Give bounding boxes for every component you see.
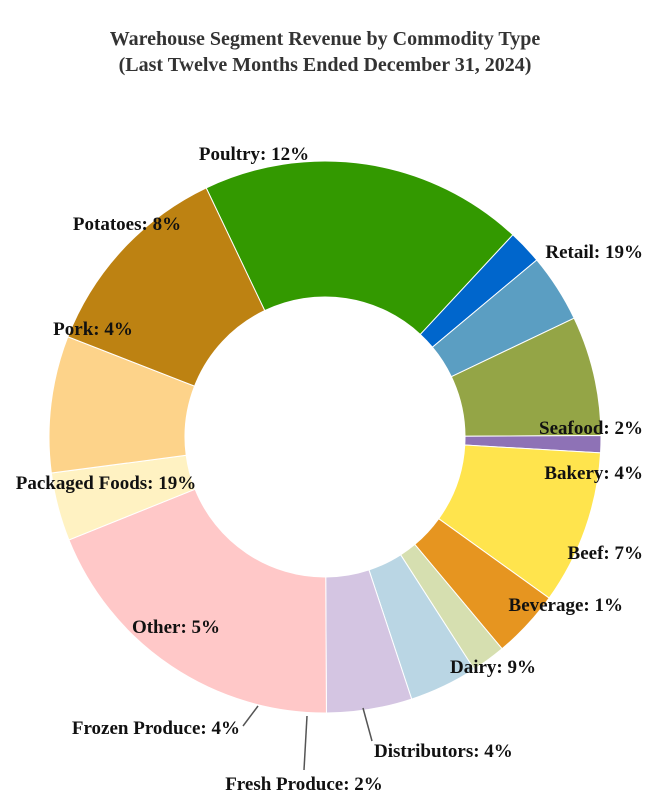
chart-title: Warehouse Segment Revenue by Commodity T…: [109, 28, 541, 50]
label-pork: Pork: 4%: [53, 319, 133, 340]
chart-subtitle: (Last Twelve Months Ended December 31, 2…: [118, 54, 532, 76]
label-beverage: Beverage: 1%: [509, 595, 623, 616]
label-seafood: Seafood: 2%: [539, 418, 643, 439]
slices-group: [48, 160, 602, 714]
label-other: Other: 5%: [132, 617, 220, 638]
label-poultry: Poultry: 12%: [199, 144, 309, 165]
label-bakery: Bakery: 4%: [544, 463, 643, 484]
label-potatoes: Potatoes: 8%: [73, 214, 181, 235]
leader-lines-group: [242, 705, 373, 771]
labels-group: Retail: 19% Seafood: 2% Bakery: 4% Beef: 7%…: [16, 144, 643, 795]
leader-line-distributors: [362, 707, 373, 742]
label-frozen-produce: Frozen Produce: 4%: [72, 718, 240, 739]
label-fresh-produce: Fresh Produce: 2%: [225, 774, 383, 795]
leader-line-fresh-produce: [303, 715, 308, 771]
label-retail: Retail: 19%: [545, 242, 643, 263]
leader-line-frozen-produce: [242, 705, 259, 727]
slice-retail: [205, 160, 514, 336]
slice-packaged-foods: [68, 488, 327, 714]
label-packaged-foods: Packaged Foods: 19%: [16, 473, 197, 494]
label-beef: Beef: 7%: [568, 543, 643, 564]
label-dairy: Dairy: 9%: [450, 657, 536, 678]
chart-title-block: Warehouse Segment Revenue by Commodity T…: [0, 26, 650, 78]
label-distributors: Distributors: 4%: [374, 741, 513, 762]
slice-poultry: [67, 187, 266, 387]
